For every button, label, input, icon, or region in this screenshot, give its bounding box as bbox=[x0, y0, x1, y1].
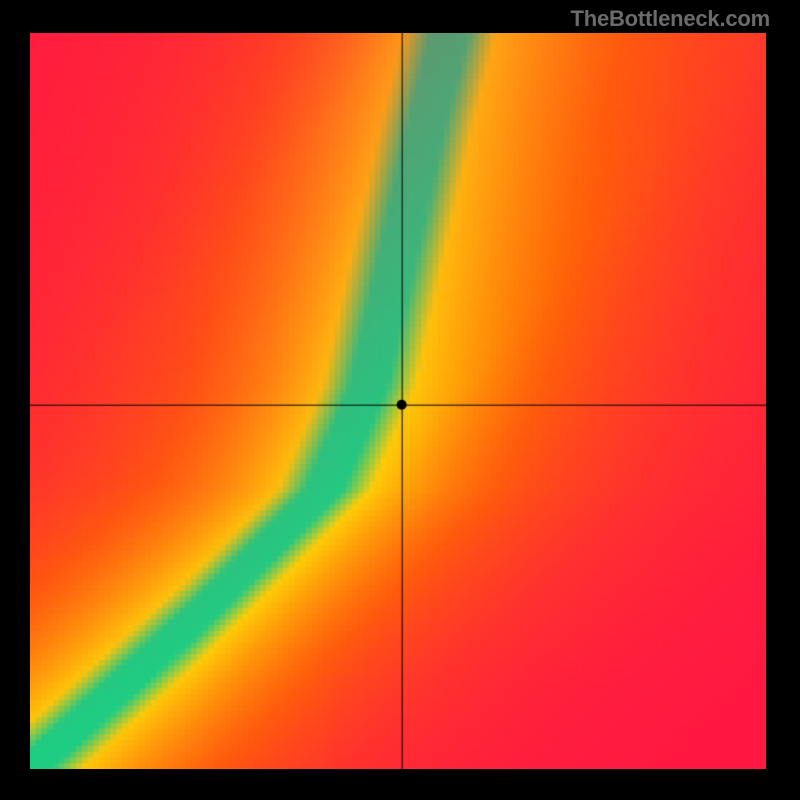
chart-container: TheBottleneck.com bbox=[0, 0, 800, 800]
heatmap-canvas bbox=[30, 33, 766, 769]
attribution-text: TheBottleneck.com bbox=[570, 6, 770, 32]
